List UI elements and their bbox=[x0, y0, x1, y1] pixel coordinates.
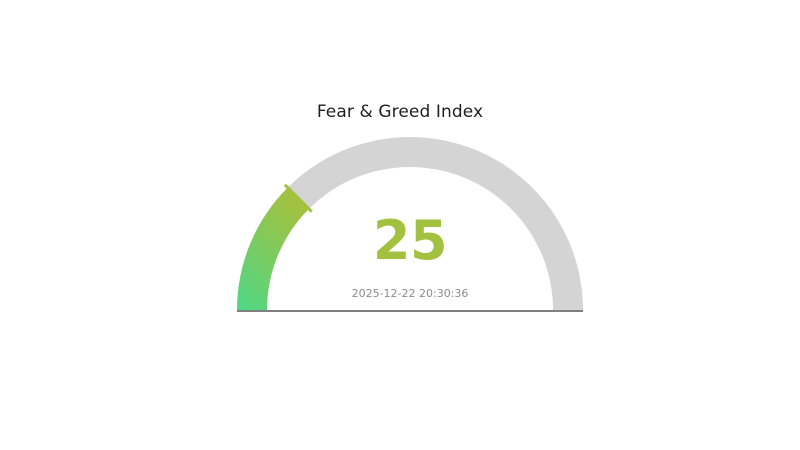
gauge-progress-arc bbox=[237, 187, 309, 310]
chart-title: Fear & Greed Index bbox=[316, 102, 484, 122]
gauge-track-arc bbox=[237, 137, 583, 310]
gauge-threshold-marker bbox=[283, 183, 313, 213]
